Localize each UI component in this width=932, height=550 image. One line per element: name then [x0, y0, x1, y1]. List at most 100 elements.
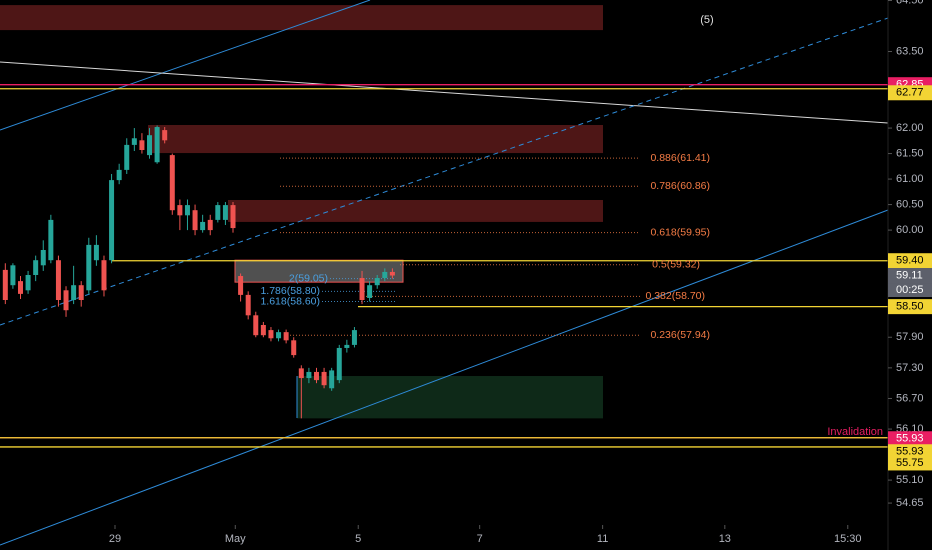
trend-line — [0, 209, 889, 546]
price-label-box — [888, 268, 932, 284]
candle-body — [101, 260, 107, 291]
candle-body — [389, 271, 395, 276]
candle-body — [351, 330, 357, 345]
candle-body — [283, 332, 289, 341]
candle-body — [306, 371, 312, 379]
candle-body — [40, 250, 46, 266]
wave-label: (5) — [700, 14, 713, 26]
x-tick-label: 11 — [597, 533, 608, 545]
y-tick-label: 62.00 — [896, 122, 924, 134]
y-tick-label: 55.10 — [896, 474, 924, 486]
candle-body — [200, 221, 206, 231]
countdown-box — [888, 283, 932, 298]
candle-body — [116, 169, 122, 181]
candle-body — [245, 294, 251, 316]
y-tick-label: 61.50 — [896, 147, 924, 159]
candle-body — [169, 155, 175, 211]
y-tick-label: 57.30 — [896, 362, 924, 374]
candle-body — [93, 244, 99, 261]
candle-body — [291, 340, 297, 356]
price-label: 62.77 — [896, 87, 924, 99]
candle-body — [260, 325, 266, 336]
y-tick-label: 63.50 — [896, 45, 924, 57]
x-tick-label: 29 — [109, 533, 121, 545]
candle-body — [86, 244, 92, 291]
candle-body — [207, 219, 213, 231]
y-tick-label: 60.00 — [896, 224, 924, 236]
price-label: 59.11 — [896, 269, 923, 281]
y-tick-label: 60.50 — [896, 198, 924, 210]
candle-body — [359, 278, 365, 300]
trend-line — [0, 17, 889, 326]
candle-body — [124, 144, 130, 170]
fib-label: 0.5(59.32) — [652, 259, 700, 271]
candle-body — [374, 278, 380, 286]
candle-body — [71, 285, 77, 300]
fib-label: 1.618(58.60) — [260, 295, 320, 307]
candle-body — [215, 205, 221, 220]
price-label: 55.75 — [896, 457, 924, 469]
x-tick-label: May — [225, 533, 246, 545]
y-tick-label: 54.65 — [896, 497, 924, 509]
price-label-box — [888, 253, 932, 269]
candle-body — [55, 260, 61, 300]
zone — [148, 125, 603, 154]
y-tick-label: 56.70 — [896, 392, 924, 404]
price-label-box — [888, 455, 932, 471]
price-label-box — [888, 85, 932, 101]
price-label: 55.93 — [896, 433, 924, 445]
candle-body — [2, 269, 8, 300]
candle-body — [177, 205, 183, 216]
fib-label: 0.618(59.95) — [650, 226, 710, 238]
x-tick-label: 5 — [355, 533, 361, 545]
candle-body — [162, 130, 168, 141]
fib-label: 2(59.05) — [289, 272, 328, 284]
candle-body — [313, 371, 319, 381]
candle-body — [276, 332, 282, 339]
candle-body — [10, 265, 16, 286]
candle-body — [253, 315, 259, 336]
x-tick-label: 15:30 — [834, 533, 862, 545]
candle-body — [25, 275, 31, 291]
countdown: 00:25 — [896, 284, 924, 296]
candle-body — [192, 210, 198, 231]
candle-body — [329, 370, 335, 389]
y-tick-label: 57.90 — [896, 331, 924, 343]
candle-body — [230, 205, 236, 229]
candle-body — [78, 285, 84, 300]
y-tick-label: 61.00 — [896, 173, 924, 185]
candle-body — [268, 330, 274, 339]
x-tick-label: 7 — [477, 533, 483, 545]
price-label: 58.50 — [896, 301, 924, 313]
candle-body — [382, 271, 388, 279]
zone — [297, 376, 603, 419]
zone — [228, 200, 603, 222]
candle-body — [238, 276, 244, 295]
candle-body — [184, 205, 190, 216]
fib-label: 0.786(60.86) — [650, 180, 710, 192]
candle-body — [321, 371, 327, 386]
price-label-box — [888, 299, 932, 315]
candle-body — [33, 260, 39, 275]
fib-label: 0.236(57.94) — [650, 329, 710, 341]
trend-line — [0, 0, 371, 131]
y-tick-label: 64.50 — [896, 0, 924, 6]
candle-body — [344, 344, 350, 348]
candle-body — [367, 285, 373, 298]
candle-body — [48, 219, 54, 261]
invalidation-label: Invalidation — [827, 426, 883, 438]
candle-body — [336, 347, 342, 381]
x-tick-label: 13 — [719, 533, 731, 545]
candle-body — [131, 138, 137, 145]
candle-body — [139, 140, 145, 150]
fib-label: 1.786(58.80) — [260, 285, 320, 297]
candle-body — [154, 127, 160, 163]
candle-body — [63, 290, 69, 311]
price-label-box — [888, 431, 932, 447]
trend-line — [0, 61, 889, 124]
candle-body — [298, 368, 304, 379]
price-label: 59.40 — [896, 255, 924, 267]
candle-body — [222, 205, 228, 220]
